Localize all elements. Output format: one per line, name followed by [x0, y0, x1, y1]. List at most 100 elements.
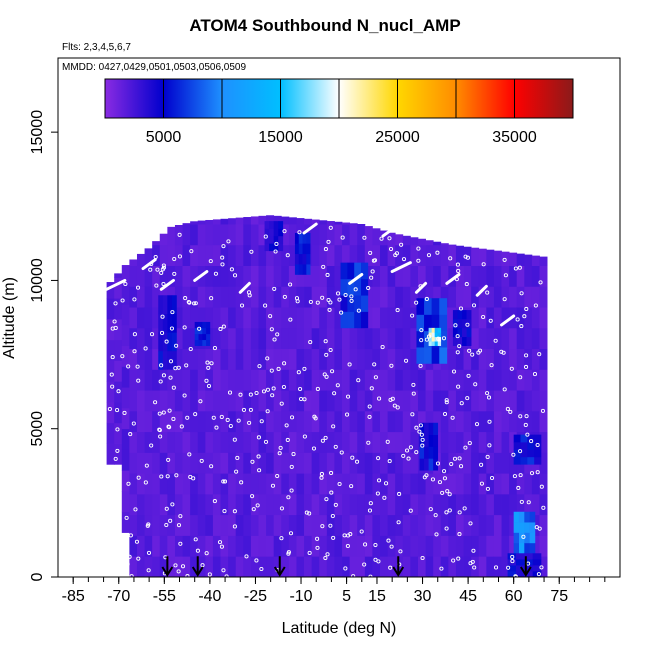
heatmap-cell: [531, 473, 540, 495]
heatmap-cell: [212, 327, 221, 350]
sample-point: [170, 502, 175, 507]
heatmap-cell: [425, 535, 434, 557]
heatmap-cell: [433, 244, 442, 266]
heatmap-cell: [243, 431, 252, 453]
sample-point: [171, 416, 176, 422]
enhanced-cell: [202, 321, 207, 329]
sample-point: [122, 410, 127, 415]
sample-point: [324, 352, 329, 357]
enhanced-cell: [424, 347, 432, 364]
heatmap-cell: [220, 390, 229, 412]
heatmap-cell: [349, 493, 358, 516]
heatmap-cell: [243, 535, 252, 557]
enhanced-cell: [424, 434, 429, 447]
heatmap-cell: [478, 514, 487, 536]
sample-point: [512, 474, 517, 479]
sample-point: [279, 401, 284, 406]
heatmap-cell: [136, 452, 145, 474]
sample-point: [257, 364, 262, 369]
heatmap-cell: [273, 514, 282, 536]
sample-point: [164, 522, 169, 528]
heatmap-cell: [106, 402, 115, 424]
heatmap-cell: [190, 452, 199, 474]
enhanced-cell: [518, 542, 525, 554]
sample-point: [331, 535, 336, 540]
heatmap-cell: [114, 402, 123, 424]
enhanced-cell: [306, 253, 311, 265]
sample-point: [404, 448, 410, 453]
heatmap-cell: [455, 493, 464, 516]
heatmap-cell: [334, 535, 343, 557]
enhanced-cell: [340, 311, 348, 329]
heatmap-cell: [136, 514, 145, 536]
sample-point: [274, 241, 279, 247]
sample-point: [540, 408, 545, 413]
heatmap-cell: [478, 431, 487, 453]
heatmap-cell: [380, 514, 389, 536]
enhanced-cell: [466, 310, 472, 320]
heatmap-cell: [380, 348, 389, 370]
sample-point: [455, 334, 460, 339]
enhanced-cell: [167, 332, 173, 352]
sample-point: [447, 508, 452, 513]
heatmap-cell: [539, 431, 548, 453]
heatmap-cell: [258, 473, 267, 495]
sample-point: [219, 414, 224, 420]
sample-point: [470, 352, 475, 357]
flight-arrow-head: [273, 566, 286, 577]
heatmap-cell: [402, 286, 411, 308]
sample-point: [396, 520, 401, 525]
heatmap-cell: [417, 369, 426, 391]
heatmap-cell: [501, 431, 510, 453]
heatmap-cell: [471, 493, 480, 516]
heatmap-cell: [433, 535, 442, 557]
heatmap-cell: [471, 473, 480, 495]
sample-point: [307, 550, 312, 556]
enhanced-cell: [171, 332, 177, 352]
heatmap-cell: [190, 369, 199, 391]
heatmap-cell: [410, 535, 419, 557]
sample-point: [408, 445, 413, 450]
enhanced-cell: [452, 336, 458, 346]
enhanced-regions: [158, 221, 542, 578]
flight-track: [159, 278, 175, 291]
heatmap-cell: [471, 514, 480, 536]
enhanced-cell: [534, 434, 542, 443]
enhanced-cell: [202, 333, 207, 341]
heatmap-cell: [516, 493, 525, 516]
sample-point: [367, 414, 372, 419]
heatmap-cell: [220, 493, 229, 516]
heatmap-cell: [266, 514, 275, 536]
heatmap-cell: [395, 493, 404, 516]
x-tick-label: -55: [153, 588, 176, 605]
heatmap-cell: [167, 226, 176, 246]
heatmap-cell: [190, 493, 199, 516]
heatmap-cell: [471, 431, 480, 453]
sample-point: [474, 422, 480, 427]
heatmap-cell: [410, 514, 419, 536]
enhanced-cell: [354, 278, 362, 296]
heatmap-cell: [235, 390, 244, 412]
sample-point: [192, 301, 197, 306]
sample-point: [371, 258, 376, 263]
sample-point: [225, 417, 230, 423]
heatmap-cell: [114, 339, 123, 361]
heatmap-cell: [250, 390, 259, 412]
heatmap-cell: [228, 535, 237, 557]
heatmap-cell: [144, 535, 153, 557]
sample-point: [224, 574, 229, 579]
sample-point: [326, 239, 331, 244]
sample-point: [299, 396, 304, 402]
heatmap-cell: [471, 556, 480, 578]
enhanced-cell: [457, 327, 463, 338]
sample-point: [295, 299, 300, 304]
heatmap-cell: [190, 244, 199, 266]
enhanced-cell: [206, 327, 211, 335]
enhanced-cell: [457, 310, 463, 320]
heatmap-cell: [463, 514, 472, 536]
heatmap-cell: [417, 473, 426, 495]
heatmap-cell: [463, 286, 472, 308]
heatmap-cell: [516, 369, 525, 391]
heatmap-cell: [258, 390, 267, 412]
heatmap-cell: [281, 390, 290, 412]
